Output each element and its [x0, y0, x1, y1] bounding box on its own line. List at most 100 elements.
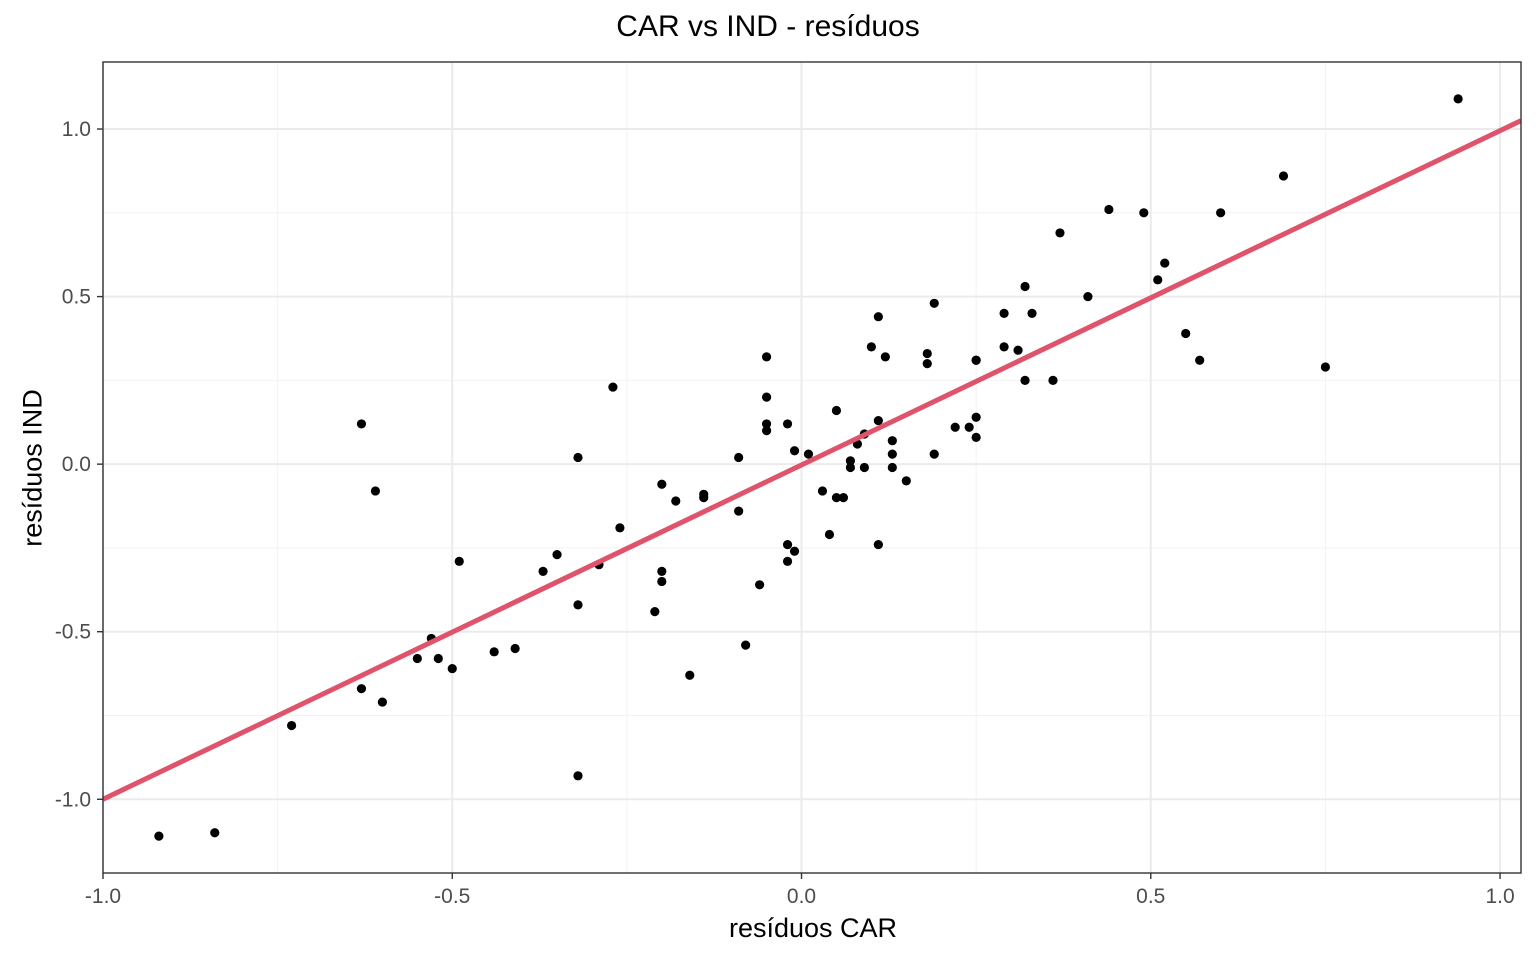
data-point: [901, 476, 911, 486]
data-point: [1083, 291, 1093, 302]
data-point: [880, 352, 890, 362]
data-point: [1278, 171, 1289, 181]
data-point: [782, 419, 793, 429]
data-point: [657, 566, 667, 576]
y-tick-label: 0.5: [62, 286, 91, 309]
data-point: [761, 419, 772, 429]
data-point: [922, 359, 932, 369]
data-point: [755, 580, 765, 590]
data-point: [734, 452, 744, 463]
data-point: [1104, 204, 1114, 215]
data-point: [741, 640, 751, 650]
data-point: [1216, 208, 1226, 218]
data-point: [950, 422, 960, 432]
data-point: [1013, 345, 1023, 355]
data-point: [873, 415, 883, 426]
x-tick-label: -1.0: [85, 885, 121, 908]
data-point: [287, 720, 297, 731]
data-point: [608, 382, 618, 392]
data-point: [789, 546, 800, 556]
data-point: [887, 462, 897, 473]
data-point: [782, 556, 793, 566]
data-point: [356, 684, 367, 694]
data-point: [761, 352, 772, 362]
x-tick-label: 1.0: [1485, 885, 1514, 908]
data-point: [873, 312, 883, 322]
data-point: [573, 600, 583, 610]
data-point: [1048, 375, 1058, 385]
data-point: [782, 539, 793, 550]
data-point: [510, 643, 520, 654]
data-point: [999, 308, 1009, 318]
data-point: [210, 828, 220, 838]
data-point: [999, 342, 1009, 352]
data-point: [971, 412, 981, 422]
data-point: [971, 432, 981, 442]
data-point: [657, 479, 667, 489]
x-tick-label: -0.5: [434, 885, 470, 908]
data-point: [1020, 281, 1030, 292]
data-point: [859, 462, 869, 473]
data-point: [356, 419, 367, 429]
data-point: [831, 493, 842, 503]
data-point: [803, 449, 814, 459]
data-point: [817, 486, 828, 496]
data-point: [866, 342, 876, 352]
data-point: [761, 392, 772, 402]
data-point: [873, 539, 883, 550]
data-point: [433, 653, 443, 664]
y-axis-label: resíduos IND: [17, 389, 48, 547]
data-point: [831, 405, 842, 416]
data-point: [154, 831, 164, 841]
data-point: [377, 697, 388, 707]
y-tick-label: -0.5: [55, 621, 91, 644]
data-point: [929, 298, 939, 308]
data-point: [1020, 375, 1030, 385]
data-point: [734, 506, 744, 516]
data-point: [845, 462, 856, 473]
data-point: [929, 449, 939, 459]
data-point: [1320, 362, 1331, 372]
panel-border: [102, 61, 1522, 874]
data-point: [657, 576, 667, 587]
data-point: [538, 566, 548, 576]
data-point: [573, 452, 583, 463]
data-point: [1153, 275, 1163, 285]
data-point: [1160, 258, 1170, 268]
data-point: [838, 493, 849, 503]
data-point: [1139, 208, 1149, 218]
y-tick-label: 0.0: [62, 453, 91, 476]
data-point: [761, 426, 772, 436]
x-tick-label: 0.0: [787, 885, 816, 908]
y-tick-label: -1.0: [55, 788, 91, 811]
regression-line: [103, 118, 1521, 802]
data-point: [671, 496, 681, 506]
data-point: [454, 556, 464, 566]
data-point: [922, 348, 932, 359]
data-point: [887, 449, 897, 459]
data-point: [685, 670, 695, 680]
data-point: [489, 647, 499, 657]
data-point: [447, 663, 457, 674]
data-point: [1181, 328, 1191, 339]
data-point: [552, 550, 562, 560]
data-point: [964, 422, 974, 432]
data-point: [1453, 94, 1463, 104]
data-point: [789, 446, 800, 456]
data-point: [412, 653, 422, 664]
data-point: [971, 355, 981, 365]
y-tick-label: 1.0: [62, 118, 91, 141]
data-point: [650, 607, 660, 617]
chart-title: CAR vs IND - resíduos: [616, 10, 920, 43]
data-point: [615, 523, 625, 533]
data-point: [824, 529, 835, 540]
data-point: [1055, 228, 1065, 238]
data-point: [573, 771, 583, 781]
data-point: [370, 486, 381, 496]
x-axis-label: resíduos CAR: [728, 913, 898, 943]
data-point: [1195, 355, 1205, 365]
data-point: [699, 489, 709, 499]
x-tick-label: 0.5: [1136, 885, 1165, 908]
